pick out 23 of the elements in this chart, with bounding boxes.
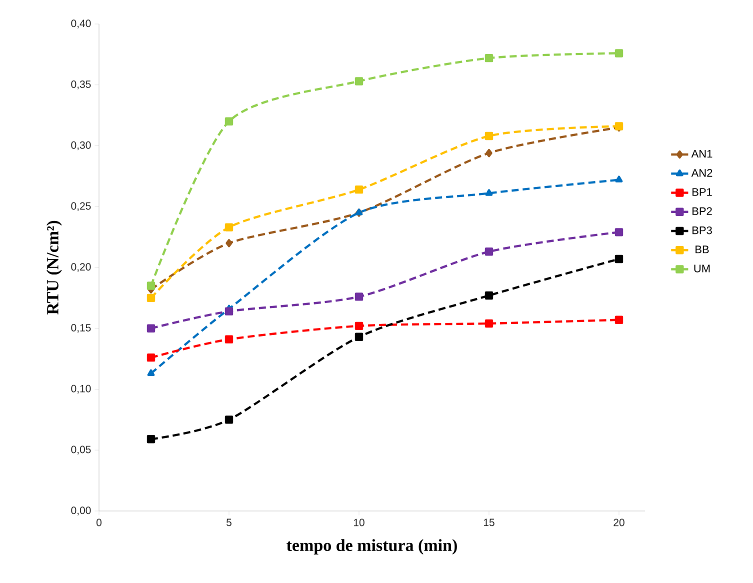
legend-label: AN1 (691, 150, 712, 158)
x-axis-title: tempo de mistura (min) (286, 539, 457, 555)
y-tick-label: 0,00 (71, 506, 91, 516)
legend-label: AN2 (691, 169, 712, 177)
legend-label: UM (694, 264, 710, 272)
x-tick-label: 15 (484, 518, 494, 526)
x-tick-label: 0 (96, 518, 102, 526)
y-tick-label: 0,30 (71, 141, 91, 150)
y-tick-label: 0,40 (71, 20, 91, 28)
y-tick-label: 0,25 (71, 202, 91, 211)
legend-label: BB (696, 246, 709, 254)
legend-label: BP2 (692, 207, 712, 215)
y-tick-label: 0,05 (71, 446, 91, 454)
x-tick-label: 20 (614, 518, 624, 526)
y-tick-label: 0,35 (71, 80, 91, 90)
x-tick-label: 10 (354, 518, 364, 526)
y-tick-label: 0,15 (71, 324, 91, 333)
y-tick-label: 0,10 (71, 384, 91, 394)
legend-label: BP3 (692, 226, 712, 234)
x-tick-label: 5 (226, 518, 232, 526)
y-tick-label: 0,20 (71, 263, 91, 272)
y-axis-title: RTU (N/cm²) (46, 220, 62, 315)
legend-label: BP1 (692, 188, 712, 196)
